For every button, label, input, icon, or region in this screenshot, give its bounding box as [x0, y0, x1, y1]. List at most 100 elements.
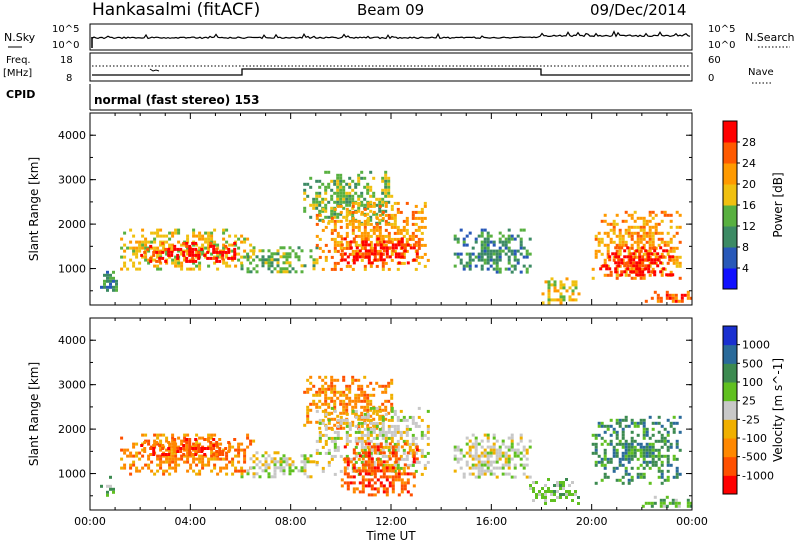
velocity-colorbar-swatch	[723, 438, 737, 458]
xtick-label: 16:00	[475, 515, 507, 528]
power-panel: 1000 2000 3000 4000 Slant Range [km] 4 8 12 16 20…	[27, 112, 785, 306]
power-echo-region	[453, 228, 532, 274]
velocity-colorbar-swatch	[723, 456, 737, 476]
velocity-colorbar-swatch	[723, 419, 737, 439]
nave-scale-top: 60	[708, 55, 721, 66]
velocity-echo-region	[100, 475, 115, 497]
velocity-echo-region	[641, 495, 692, 508]
nsky-panel: N.Sky 10^5 10^0 10^5 10^0 N.Search	[4, 23, 795, 51]
velocity-ytick-label: 4000	[58, 334, 86, 347]
velocity-echo-region	[453, 433, 532, 479]
velocity-echo-region	[303, 375, 394, 430]
power-echo-region	[644, 290, 692, 303]
cpid-value: normal (fast stereo) 153	[94, 93, 260, 107]
power-colorbar-swatch	[723, 268, 737, 290]
nsky-scale-top: 10^5	[52, 24, 79, 35]
date-title: 09/Dec/2014	[590, 1, 686, 19]
power-ytick-label: 3000	[58, 174, 86, 187]
power-ylabel: Slant Range [km]	[27, 157, 41, 261]
velocity-colorbar-tick: -1000	[742, 469, 774, 482]
beam-title: Beam 09	[357, 1, 424, 19]
power-ytick-label: 1000	[58, 263, 86, 276]
velocity-colorbar-tick: 1000	[742, 339, 770, 352]
power-colorbar-tick: 24	[742, 157, 756, 170]
velocity-panel: 1000 2000 3000 4000 Slant Range [km] -1000 -50…	[27, 317, 785, 543]
freq-panel: Freq. [MHz] 18 8 60 0 Nave	[3, 52, 774, 84]
velocity-colorbar-tick: 25	[742, 395, 756, 408]
power-colorbar-tick: 8	[742, 241, 749, 254]
velocity-colorbar-tick: 500	[742, 357, 763, 370]
cpid-panel: CPID normal (fast stereo) 153	[6, 84, 692, 111]
velocity-colorbar-label: Velocity [m s^-1]	[771, 358, 785, 462]
power-colorbar-tick: 12	[742, 220, 756, 233]
power-echo-region	[140, 241, 237, 263]
power-echo-field	[100, 170, 692, 305]
nave-label: Nave	[748, 67, 774, 78]
velocity-colorbar-swatch	[723, 382, 737, 402]
velocity-colorbar-tick: 100	[742, 376, 763, 389]
xlabel: Time UT	[365, 529, 416, 543]
power-colorbar-swatch	[723, 226, 737, 248]
power-colorbar-swatch	[723, 142, 737, 164]
velocity-ylabel: Slant Range [km]	[27, 362, 41, 466]
velocity-echo-region	[591, 415, 682, 485]
velocity-colorbar-tick: -500	[742, 451, 767, 464]
power-echo-region	[100, 270, 118, 292]
power-echo-region	[315, 201, 430, 271]
xtick-label: 08:00	[275, 515, 307, 528]
velocity-echo-region	[140, 438, 237, 456]
xtick-label: 00:00	[74, 515, 106, 528]
nsky-trace	[91, 30, 691, 48]
xtick-label: 20:00	[576, 515, 608, 528]
nsky-scale-bottom: 10^0	[52, 40, 79, 51]
freq-label-line1: Freq.	[6, 55, 31, 66]
nsky-label: N.Sky	[4, 31, 36, 44]
velocity-ytick-label: 2000	[58, 423, 86, 436]
xtick-label: 12:00	[375, 515, 407, 528]
freq-scale-bottom: 8	[66, 73, 72, 84]
velocity-echo-region	[529, 478, 580, 505]
freq-trace	[92, 68, 690, 76]
power-colorbar-swatch	[723, 205, 737, 227]
velocity-echo-region	[240, 451, 319, 479]
velocity-colorbar-tick: -100	[742, 432, 767, 445]
freq-label-line2: [MHz]	[3, 68, 32, 79]
velocity-colorbar-swatch	[723, 326, 737, 346]
power-colorbar-swatch	[723, 184, 737, 206]
velocity-colorbar-swatch	[723, 400, 737, 420]
velocity-echo-field	[100, 375, 692, 508]
power-echo-region	[240, 246, 319, 274]
power-colorbar-swatch	[723, 121, 737, 143]
power-colorbar-swatch	[723, 163, 737, 185]
power-ytick-label: 2000	[58, 218, 86, 231]
power-colorbar-tick: 20	[742, 178, 756, 191]
power-colorbar-tick: 28	[742, 136, 756, 149]
xtick-label: 00:00	[676, 515, 708, 528]
nave-scale-bottom: 0	[708, 73, 714, 84]
power-echo-region	[599, 246, 675, 277]
freq-blip	[149, 68, 160, 72]
power-colorbar-label: Power [dB]	[771, 172, 785, 237]
station-title: Hankasalmi (fitACF)	[92, 0, 260, 20]
xtick-label: 04:00	[174, 515, 206, 528]
power-echo-region	[340, 237, 419, 265]
nsearch-scale-top: 10^5	[708, 24, 735, 35]
velocity-ytick-label: 1000	[58, 468, 86, 481]
cpid-label: CPID	[6, 88, 35, 101]
power-ytick-label: 4000	[58, 129, 86, 142]
nsearch-label: N.Search	[745, 31, 795, 44]
freq-scale-top: 18	[60, 55, 73, 66]
power-colorbar-tick: 16	[742, 199, 756, 212]
velocity-colorbar-swatch	[723, 475, 737, 495]
velocity-colorbar-tick: -25	[742, 413, 760, 426]
power-colorbar-tick: 4	[742, 262, 749, 275]
velocity-colorbar-swatch	[723, 344, 737, 364]
velocity-ytick-label: 3000	[58, 379, 86, 392]
nsearch-scale-bottom: 10^0	[708, 40, 735, 51]
power-colorbar-swatch	[723, 247, 737, 269]
velocity-echo-region	[340, 442, 419, 497]
velocity-colorbar-swatch	[723, 363, 737, 383]
power-colorbar: 4 8 12 16 20 24 28 Power [dB]	[722, 120, 785, 290]
